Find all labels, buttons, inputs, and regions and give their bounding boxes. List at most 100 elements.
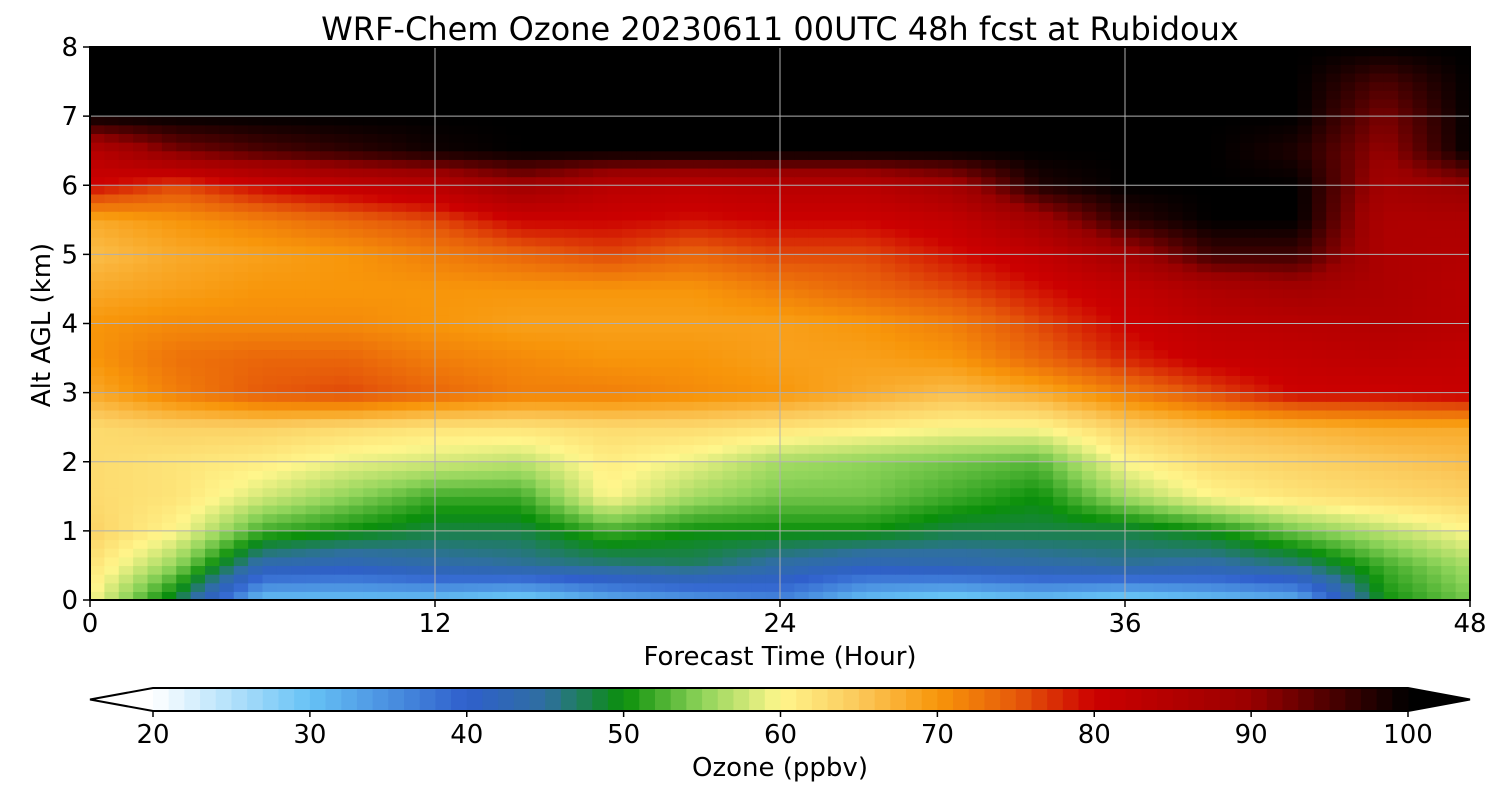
heatmap-cell [435,375,450,385]
heatmap-cell [665,504,680,515]
heatmap-cell [492,435,508,446]
heatmap-cell [693,409,709,420]
heatmap-cell [377,263,393,273]
heatmap-cell [866,280,882,290]
heatmap-cell [794,193,810,204]
heatmap-cell [1110,297,1126,307]
heatmap-cell [1283,548,1299,558]
heatmap-cell [880,496,896,506]
heatmap-cell [765,470,781,480]
heatmap-cell [923,340,939,351]
heatmap-cell [550,332,565,342]
heatmap-cell [391,176,407,186]
heatmap-cell [578,548,594,558]
heatmap-cell [391,228,407,238]
heatmap-cell [420,504,436,515]
heatmap-cell [1038,435,1054,446]
heatmap-cell [1283,383,1299,394]
heatmap-cell [1211,306,1227,316]
heatmap-cell [607,349,623,359]
heatmap-cell [1010,418,1025,428]
heatmap-cell [909,565,925,575]
heatmap-cell [1211,167,1227,178]
heatmap-cell [1153,461,1169,471]
heatmap-cell [1254,202,1270,212]
heatmap-cell [478,444,494,454]
heatmap-cell [938,306,954,316]
heatmap-cell [593,470,609,480]
heatmap-cell [248,358,264,368]
heatmap-cell [780,366,795,376]
heatmap-cell [320,332,335,342]
heatmap-cell [1010,401,1025,411]
heatmap-cell [521,383,537,394]
heatmap-cell [147,185,163,195]
heatmap-cell [1398,392,1414,402]
heatmap-cell [636,349,652,359]
heatmap-cell [823,375,839,385]
heatmap-cell [1125,392,1140,402]
heatmap-cell [708,340,724,351]
heatmap-cell [492,548,508,558]
heatmap-cell [219,323,235,333]
heatmap-cell [636,453,652,463]
heatmap-cell [348,409,364,420]
heatmap-cell [1283,375,1299,385]
heatmap-cell [708,539,724,549]
heatmap-cell [1211,323,1227,333]
heatmap-cell [1053,332,1069,342]
heatmap-cell [650,479,666,489]
heatmap-cell [1326,574,1342,584]
heatmap-cell [90,479,105,489]
heatmap-cell [1096,479,1112,489]
heatmap-cell [334,288,350,299]
heatmap-cell [780,504,795,515]
heatmap-cell [205,574,220,584]
heatmap-cell [219,159,235,169]
heatmap-cell [1225,418,1241,428]
heatmap-cell [1383,280,1399,290]
heatmap-cell [435,470,450,480]
heatmap-cell [262,530,278,541]
heatmap-cell [650,556,666,567]
heatmap-cell [348,496,364,506]
heatmap-cell [1311,461,1327,471]
heatmap-cell [794,392,810,402]
heatmap-cell [233,522,249,532]
heatmap-cell [981,539,997,549]
heatmap-cell [952,228,968,238]
heatmap-cell [1139,461,1155,471]
heatmap-cell [578,159,594,169]
heatmap-cell [1297,479,1313,489]
heatmap-cell [406,453,422,463]
heatmap-cell [593,504,609,515]
heatmap-cell [1441,314,1457,325]
heatmap-cell [147,237,163,247]
heatmap-cell [506,228,522,238]
heatmap-cell [104,185,120,195]
heatmap-cell [219,479,235,489]
heatmap-cell [981,314,997,325]
heatmap-cell [435,150,450,160]
heatmap-cell [478,211,494,221]
heatmap-cell [1168,193,1184,204]
heatmap-cell [564,366,580,376]
heatmap-cell [248,461,264,471]
heatmap-cell [1369,487,1385,497]
heatmap-cell [780,332,795,342]
heatmap-cell [219,176,235,186]
heatmap-cell [564,193,580,204]
heatmap-cell [492,211,508,221]
heatmap-cell [1053,306,1069,316]
heatmap-cell [693,496,709,506]
heatmap-cell [938,530,954,541]
heatmap-cell [1168,496,1184,506]
heatmap-cell [363,211,379,221]
heatmap-cell [650,237,666,247]
heatmap-cell [1110,323,1126,333]
heatmap-cell [1153,487,1169,497]
heatmap-cell [1110,349,1126,359]
heatmap-cell [190,444,206,454]
heatmap-cell [1412,254,1428,264]
heatmap-cell [1024,237,1040,247]
